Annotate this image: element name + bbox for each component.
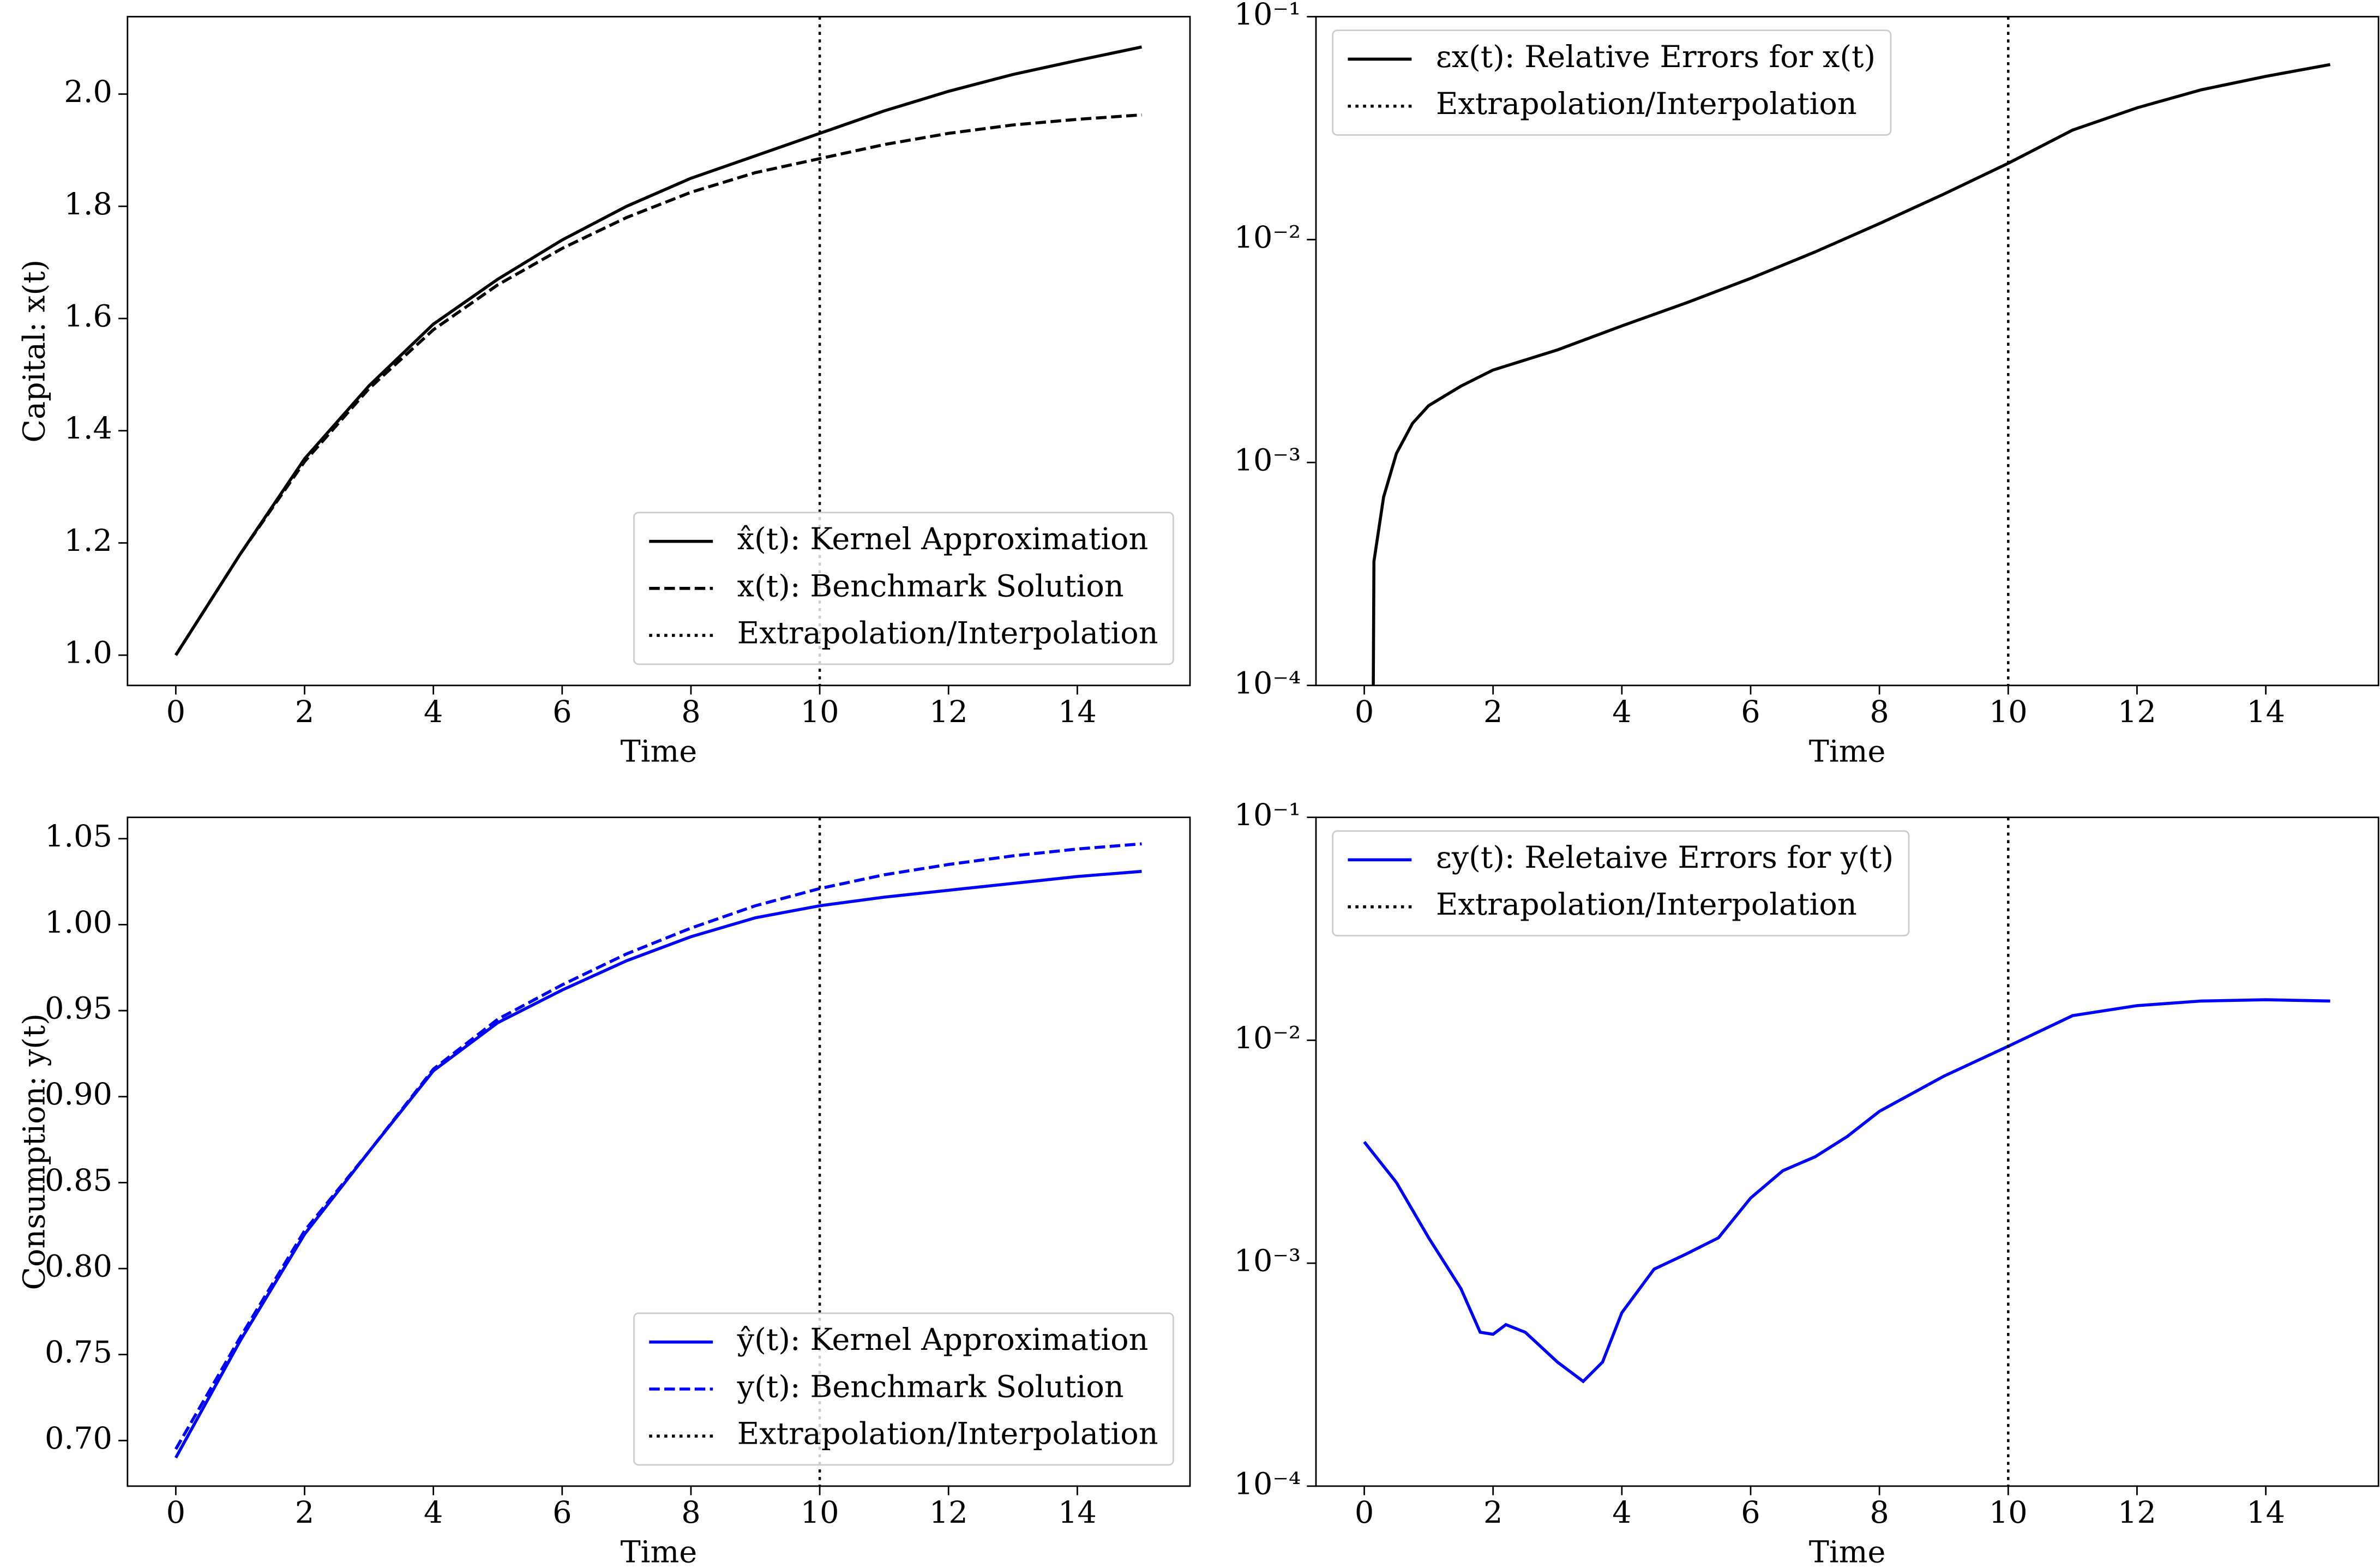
legend: x̂(t): Kernel Approximation x(t): Benchma… xyxy=(633,512,1174,665)
x-axis-label: Time xyxy=(621,1534,698,1568)
x-tick-label: 14 xyxy=(1058,694,1097,730)
subplot: 0 2 4 6 8 10 12 14 10⁻⁴ 10⁻³ 10⁻² 10⁻¹ Time εx(t): Re… xyxy=(1234,0,2379,769)
subplot: 0 2 4 6 8 10 12 14 0.70 0.75 0.80 0.85 0.90 0.95 1.00 1… xyxy=(16,816,1191,1568)
x-tick-label: 6 xyxy=(1741,694,1760,730)
legend-label: Extrapolation/Interpolation xyxy=(1436,86,1857,122)
plot-area xyxy=(174,817,1142,1486)
legend-box xyxy=(1332,29,1892,136)
x-tick-label: 2 xyxy=(1483,694,1502,730)
x-tick-label: 4 xyxy=(1612,694,1631,730)
y-tick-label: 1.8 xyxy=(64,187,112,222)
axes-frame xyxy=(1315,16,2379,687)
x-tick-label: 0 xyxy=(166,1495,185,1530)
y-tick-label: 10⁻⁴ xyxy=(1234,665,1301,701)
x-tick-label: 10 xyxy=(1989,694,2028,730)
data-line xyxy=(174,842,1142,1450)
y-tick-label: 0.75 xyxy=(45,1335,112,1370)
x-tick-label: 2 xyxy=(1483,1495,1502,1530)
x-tick-label: 2 xyxy=(295,1495,314,1530)
y-tick-label: 1.00 xyxy=(45,905,112,940)
y-tick-label: 0.85 xyxy=(45,1163,112,1198)
y-tick-label: 0.90 xyxy=(45,1077,112,1112)
data-line xyxy=(174,113,1142,656)
legend-label: Extrapolation/Interpolation xyxy=(1436,887,1857,922)
y-tick-label: 2.0 xyxy=(64,74,112,110)
legend-box xyxy=(633,1312,1174,1466)
legend-label: x̂(t): Kernel Approximation xyxy=(737,521,1149,557)
legend-label: Extrapolation/Interpolation xyxy=(737,1416,1158,1452)
y-tick-label: 10⁻³ xyxy=(1234,443,1301,478)
x-axis-label: Time xyxy=(1809,1534,1886,1568)
legend-label: y(t): Benchmark Solution xyxy=(737,1369,1124,1404)
x-axis-label: Time xyxy=(1809,734,1886,769)
legend-label: x(t): Benchmark Solution xyxy=(737,568,1124,604)
x-tick-label: 4 xyxy=(424,1495,443,1530)
x-tick-label: 12 xyxy=(2118,694,2156,730)
legend-label: εx(t): Relative Errors for x(t) xyxy=(1436,39,1876,75)
y-tick-label: 1.2 xyxy=(64,523,112,558)
x-tick-label: 14 xyxy=(2246,1495,2285,1530)
legend-box xyxy=(1332,830,1910,936)
y-tick-label: 1.0 xyxy=(64,635,112,671)
x-tick-label: 0 xyxy=(166,694,185,730)
y-tick-label: 1.4 xyxy=(64,411,112,446)
x-tick-label: 0 xyxy=(1355,694,1374,730)
x-tick-label: 14 xyxy=(2246,694,2285,730)
axes-frame xyxy=(127,16,1191,687)
data-line xyxy=(1363,998,2330,1384)
data-line xyxy=(174,45,1143,656)
axes-frame xyxy=(127,816,1191,1487)
y-tick-label: 10⁻¹ xyxy=(1234,797,1301,833)
subplot: 0 2 4 6 8 10 12 14 10⁻⁴ 10⁻³ 10⁻² 10⁻¹ Time εy(t): Re… xyxy=(1234,797,2379,1568)
x-tick-label: 4 xyxy=(1612,1495,1631,1530)
x-tick-label: 10 xyxy=(801,694,839,730)
x-axis-label: Time xyxy=(621,734,698,769)
x-tick-label: 2 xyxy=(295,694,314,730)
axes-frame xyxy=(1315,816,2379,1487)
y-tick-label: 10⁻¹ xyxy=(1234,0,1301,32)
y-axis-label: Consumption: y(t) xyxy=(16,1013,52,1290)
x-tick-label: 12 xyxy=(929,1495,968,1530)
x-tick-label: 6 xyxy=(1741,1495,1760,1530)
legend: εx(t): Relative Errors for x(t) Extrapola… xyxy=(1332,29,1892,136)
subplot: 0 2 4 6 8 10 12 14 1.0 1.2 1.4 1.6 1.8 2.0 Time Capital… xyxy=(16,16,1191,769)
plot-area xyxy=(174,16,1143,686)
y-tick-label: 1.6 xyxy=(64,299,112,334)
x-tick-label: 14 xyxy=(1058,1495,1097,1530)
x-tick-label: 6 xyxy=(552,1495,572,1530)
plot-area xyxy=(1372,16,2331,686)
legend: ŷ(t): Kernel Approximation y(t): Benchmar… xyxy=(633,1312,1174,1466)
x-tick-label: 0 xyxy=(1355,1495,1374,1530)
x-tick-label: 12 xyxy=(2118,1495,2156,1530)
x-tick-label: 8 xyxy=(1870,1495,1889,1530)
x-tick-label: 8 xyxy=(681,1495,700,1530)
legend-label: εy(t): Reletaive Errors for y(t) xyxy=(1436,840,1894,875)
y-tick-label: 0.95 xyxy=(45,991,112,1026)
x-tick-label: 8 xyxy=(1870,694,1889,730)
y-tick-label: 0.80 xyxy=(45,1249,112,1284)
plot-area xyxy=(1363,817,2330,1486)
x-tick-label: 12 xyxy=(929,694,968,730)
y-tick-label: 10⁻² xyxy=(1234,1020,1301,1056)
data-line xyxy=(1372,63,2331,686)
x-tick-label: 10 xyxy=(1989,1495,2028,1530)
x-tick-label: 10 xyxy=(801,1495,839,1530)
y-tick-label: 10⁻³ xyxy=(1234,1243,1301,1279)
legend-label: Extrapolation/Interpolation xyxy=(737,616,1158,651)
y-tick-label: 0.70 xyxy=(45,1421,112,1456)
y-tick-label: 10⁻² xyxy=(1234,220,1301,255)
x-tick-label: 6 xyxy=(552,694,572,730)
legend-box xyxy=(633,512,1174,665)
y-tick-label: 1.05 xyxy=(45,819,112,854)
legend: εy(t): Reletaive Errors for y(t) Extrapol… xyxy=(1332,830,1910,936)
data-line xyxy=(174,869,1142,1459)
y-tick-label: 10⁻⁴ xyxy=(1234,1466,1301,1501)
x-tick-label: 8 xyxy=(681,694,700,730)
legend-label: ŷ(t): Kernel Approximation xyxy=(737,1322,1149,1357)
x-tick-label: 4 xyxy=(424,694,443,730)
y-axis-label: Capital: x(t) xyxy=(16,260,52,443)
